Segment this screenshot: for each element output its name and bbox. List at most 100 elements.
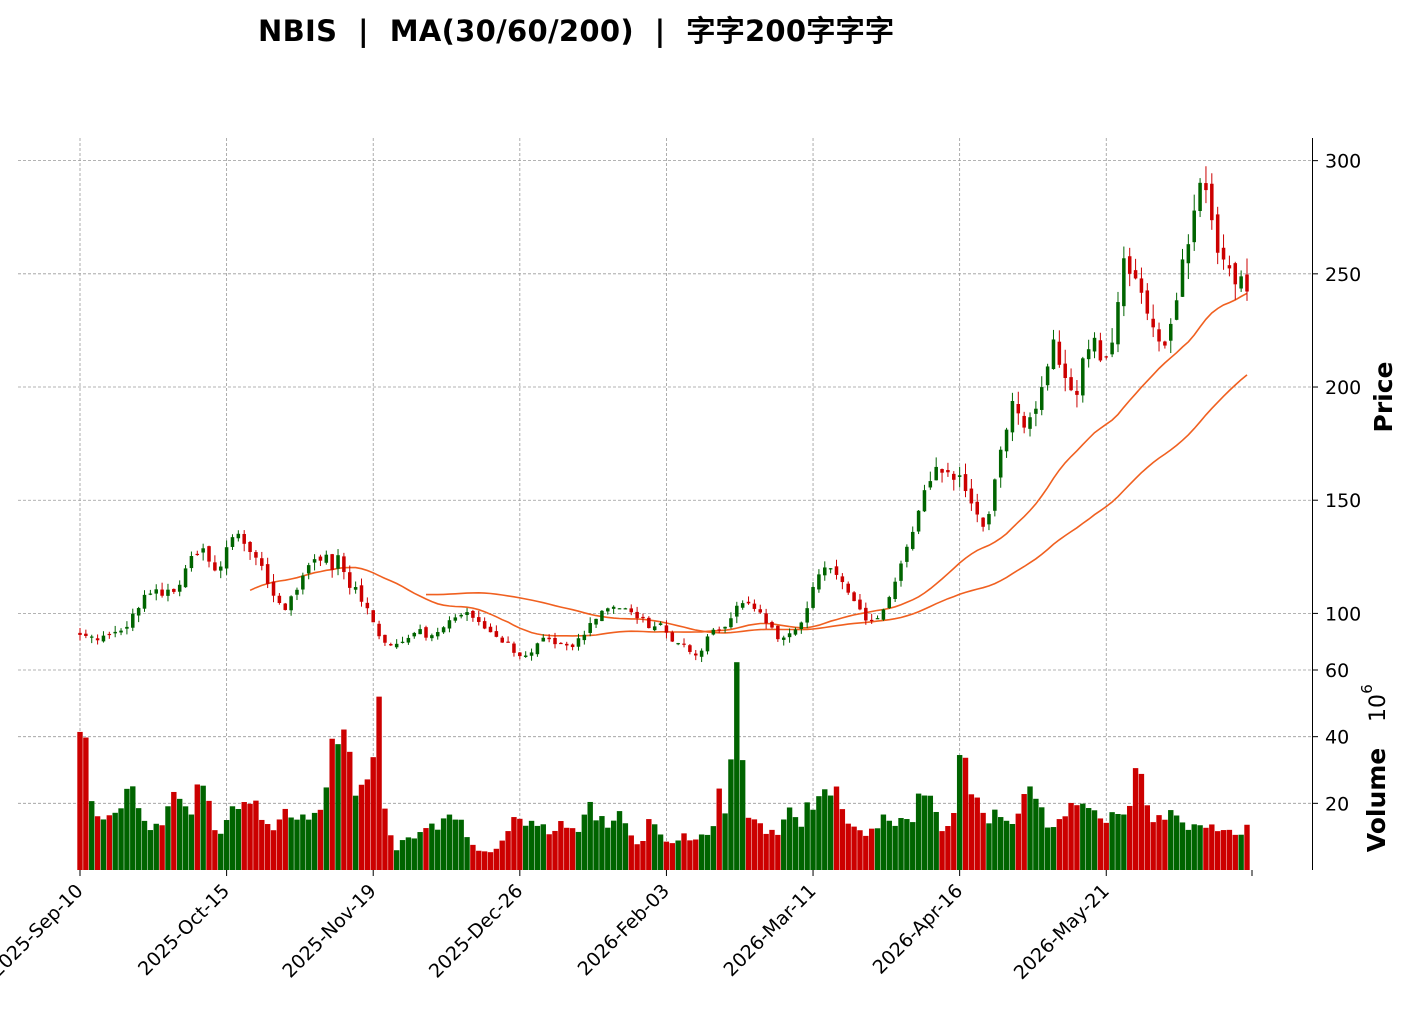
candle	[952, 471, 956, 491]
candle-body	[95, 638, 100, 641]
candle	[1063, 349, 1067, 392]
candle-body	[523, 655, 528, 657]
volume-bar	[77, 731, 83, 870]
candle-body	[389, 644, 393, 646]
candle-body	[1057, 341, 1062, 365]
volume-bar	[810, 809, 816, 870]
volume-bar	[945, 826, 951, 870]
volume-bar	[329, 738, 335, 870]
candle-body	[823, 567, 827, 576]
volume-bar	[182, 806, 189, 870]
candle-body	[377, 623, 381, 637]
volume-bar	[323, 787, 329, 870]
candle-body	[283, 603, 288, 610]
candle-body	[928, 481, 933, 488]
candle	[1075, 380, 1079, 408]
candle-body	[1022, 415, 1026, 428]
candle	[928, 471, 933, 490]
candle-body	[1075, 390, 1079, 395]
candle	[447, 616, 452, 633]
candle-body	[664, 625, 669, 633]
candle	[142, 590, 147, 612]
candle	[682, 638, 686, 648]
candle-body	[383, 634, 387, 643]
volume-bar	[1162, 819, 1168, 870]
candle-body	[1245, 274, 1249, 292]
candle	[998, 446, 1003, 488]
candle-body	[148, 593, 153, 595]
candle	[488, 623, 493, 633]
volume-bar	[581, 814, 588, 870]
candle	[383, 634, 387, 646]
candle	[424, 625, 428, 641]
candle	[107, 631, 112, 639]
volume-bar	[1209, 824, 1215, 870]
volume-bar	[704, 834, 711, 870]
candle	[664, 620, 669, 639]
volume-bar	[927, 795, 934, 870]
x-tick-label: 2025-Sep-10	[0, 880, 88, 982]
volume-bar	[352, 795, 359, 870]
volume-bar	[306, 819, 312, 870]
candle-body	[471, 610, 475, 618]
candle	[799, 621, 804, 634]
candle-body	[887, 597, 892, 609]
candle	[295, 587, 299, 601]
candle-body	[347, 572, 352, 588]
volume-bar	[1074, 805, 1080, 870]
candle-body	[142, 594, 147, 609]
candle-body	[711, 629, 716, 635]
candle	[688, 644, 692, 655]
candle-body	[1145, 290, 1150, 314]
candle	[1127, 247, 1132, 287]
volume-bar	[1115, 813, 1121, 870]
volume-bar	[476, 850, 482, 870]
volume-bar	[763, 833, 769, 870]
candle-body	[1034, 408, 1038, 414]
volume-bar	[241, 802, 247, 870]
candle	[207, 545, 211, 568]
candle-body	[1210, 183, 1214, 221]
candle-body	[254, 552, 258, 558]
volume-bar	[915, 793, 922, 870]
volume-bar	[288, 817, 294, 870]
candle-body	[1221, 247, 1226, 260]
volume-tick-label: 60	[1325, 660, 1349, 682]
candle	[365, 597, 370, 615]
candle-body	[899, 563, 903, 581]
candle	[494, 625, 499, 638]
candle-body	[1174, 300, 1179, 320]
candle-body	[600, 610, 604, 622]
candle-body	[1215, 214, 1220, 253]
candle	[1057, 330, 1062, 368]
candle	[670, 630, 675, 642]
candle	[922, 484, 927, 513]
candle-body	[1010, 400, 1015, 433]
candle	[564, 641, 569, 651]
candle-body	[641, 616, 645, 619]
volume-bar	[857, 830, 863, 870]
candle-body	[969, 488, 974, 504]
ma-line-30	[249, 292, 1248, 637]
volume-bar	[634, 844, 640, 870]
volume-bar	[159, 825, 165, 870]
volume-tick-label: 20	[1325, 793, 1349, 815]
volume-bar	[792, 817, 799, 870]
candle	[969, 479, 974, 511]
candle	[858, 594, 862, 611]
volume-bar	[1109, 812, 1115, 870]
candle-body	[1239, 276, 1243, 289]
volume-bar	[1062, 816, 1068, 870]
candle	[934, 457, 938, 481]
candle	[711, 627, 716, 636]
volume-bar	[751, 819, 758, 870]
volume-bar	[745, 817, 752, 870]
volume-bar	[798, 826, 805, 870]
candle	[975, 493, 980, 523]
candle-body	[242, 533, 246, 544]
candle	[846, 581, 850, 595]
volume-exponent-base: 10	[1366, 694, 1391, 722]
volume-bar	[218, 833, 224, 870]
candle-body	[400, 641, 405, 643]
candle	[1004, 427, 1009, 458]
